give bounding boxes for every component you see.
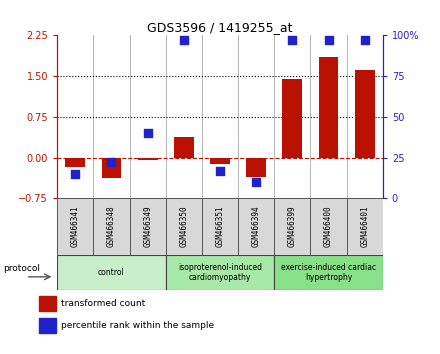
- Bar: [129, 198, 166, 255]
- Text: protocol: protocol: [3, 264, 40, 273]
- Bar: [39, 318, 56, 333]
- Text: GSM466350: GSM466350: [180, 206, 188, 247]
- Point: [108, 160, 115, 165]
- Text: GSM466349: GSM466349: [143, 206, 152, 247]
- Text: GSM466348: GSM466348: [107, 206, 116, 247]
- Bar: [238, 198, 274, 255]
- Text: exercise-induced cardiac
hypertrophy: exercise-induced cardiac hypertrophy: [281, 263, 376, 282]
- Text: transformed count: transformed count: [62, 299, 146, 308]
- Point: [325, 38, 332, 43]
- Text: GSM466394: GSM466394: [252, 206, 260, 247]
- Bar: [57, 255, 166, 290]
- Text: GSM466401: GSM466401: [360, 206, 369, 247]
- Bar: [39, 296, 56, 311]
- Text: isoproterenol-induced
cardiomyopathy: isoproterenol-induced cardiomyopathy: [178, 263, 262, 282]
- Bar: [282, 79, 302, 158]
- Point: [253, 179, 260, 185]
- Bar: [274, 198, 311, 255]
- Point: [144, 130, 151, 136]
- Bar: [166, 255, 274, 290]
- Bar: [246, 158, 266, 177]
- Title: GDS3596 / 1419255_at: GDS3596 / 1419255_at: [147, 21, 293, 34]
- Bar: [202, 198, 238, 255]
- Bar: [166, 198, 202, 255]
- Text: percentile rank within the sample: percentile rank within the sample: [62, 321, 215, 330]
- Bar: [93, 198, 129, 255]
- Bar: [311, 198, 347, 255]
- Bar: [57, 198, 93, 255]
- Point: [361, 38, 368, 43]
- Text: GSM466400: GSM466400: [324, 206, 333, 247]
- Point: [180, 38, 187, 43]
- Bar: [138, 158, 158, 160]
- Text: GSM466351: GSM466351: [216, 206, 224, 247]
- Text: GSM466399: GSM466399: [288, 206, 297, 247]
- Point: [216, 168, 224, 173]
- Point: [72, 171, 79, 177]
- Bar: [274, 255, 383, 290]
- Bar: [347, 198, 383, 255]
- Bar: [319, 57, 338, 158]
- Point: [289, 38, 296, 43]
- Text: GSM466341: GSM466341: [71, 206, 80, 247]
- Bar: [355, 70, 375, 158]
- Bar: [102, 158, 121, 178]
- Bar: [174, 137, 194, 158]
- Bar: [210, 158, 230, 164]
- Text: control: control: [98, 268, 125, 277]
- Bar: [66, 158, 85, 167]
